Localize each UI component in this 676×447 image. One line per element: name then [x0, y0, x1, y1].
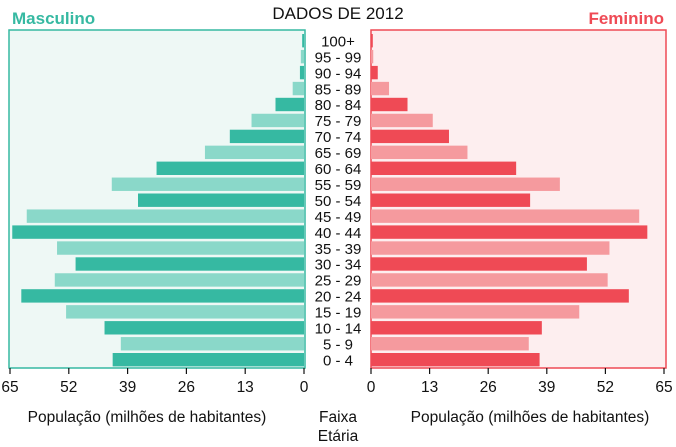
female-tick-label: 0 [367, 379, 376, 396]
male-bar-0-4 [112, 353, 304, 367]
male-bar-30-34 [75, 257, 304, 271]
female-bar-30-34 [371, 257, 587, 271]
male-tick-label: 65 [1, 379, 18, 396]
age-group-label: 20 - 24 [315, 289, 362, 306]
female-bar-60-64 [371, 161, 517, 175]
male-bar-60-64 [156, 161, 304, 175]
age-group-label: 60 - 64 [315, 161, 362, 178]
female-bar-80-84 [371, 97, 408, 112]
female-bar-65-69 [371, 145, 468, 160]
male-bar-15-19 [66, 305, 304, 319]
female-bar-40-44 [371, 225, 648, 239]
age-group-label: 90 - 94 [315, 65, 362, 82]
male-bar-45-49 [26, 209, 305, 223]
female-tick-label: 13 [421, 379, 438, 396]
female-bar-5-9 [371, 337, 529, 351]
female-bar-20-24 [371, 289, 629, 303]
female-bar-55-59 [371, 177, 560, 191]
center-axis-title-line1: Faixa [319, 409, 357, 426]
age-group-label: 40 - 44 [315, 225, 362, 242]
female-bar-70-74 [371, 129, 449, 144]
male-axis-title: População (milhões de habitantes) [28, 409, 267, 426]
female-bar-15-19 [371, 305, 580, 319]
male-tick-label: 52 [60, 379, 77, 396]
female-bar-85-89 [371, 81, 390, 96]
male-axis-ticks: 0 13 26 39 52 65 [1, 368, 309, 396]
female-bar-100plus [371, 34, 373, 48]
female-tick-label: 26 [480, 379, 497, 396]
male-bar-75-79 [251, 113, 304, 128]
female-bar-75-79 [371, 113, 433, 128]
male-bar-100plus [302, 34, 304, 48]
male-bar-50-54 [138, 193, 304, 207]
male-bar-70-74 [229, 129, 304, 144]
age-group-label: 95 - 99 [315, 49, 362, 66]
male-bar-25-29 [54, 273, 304, 287]
female-bar-95-99 [371, 49, 374, 64]
male-bar-35-39 [57, 241, 304, 255]
age-group-label: 85 - 89 [315, 81, 362, 98]
age-group-label: 50 - 54 [315, 193, 362, 210]
age-group-label: 65 - 69 [315, 145, 362, 162]
female-label: Feminino [588, 9, 664, 28]
male-bar-55-59 [111, 177, 305, 191]
male-label: Masculino [12, 9, 95, 28]
age-group-label: 70 - 74 [315, 129, 362, 146]
male-bar-5-9 [120, 337, 304, 351]
female-tick-label: 52 [597, 379, 614, 396]
age-group-label: 5 - 9 [323, 336, 353, 353]
male-tick-label: 39 [119, 379, 136, 396]
age-group-label: 100+ [321, 33, 355, 50]
male-bar-20-24 [21, 289, 305, 303]
male-bar-80-84 [275, 97, 304, 112]
female-bar-25-29 [371, 273, 608, 287]
chart-title: DADOS DE 2012 [272, 4, 403, 23]
male-bar-95-99 [300, 49, 304, 64]
male-bars [12, 34, 305, 367]
age-group-label: 30 - 34 [315, 257, 362, 274]
female-tick-label: 65 [655, 379, 672, 396]
age-group-label: 55 - 59 [315, 177, 362, 194]
male-tick-label: 26 [178, 379, 195, 396]
male-bar-85-89 [292, 81, 304, 96]
female-bar-50-54 [371, 193, 531, 207]
male-bar-40-44 [12, 225, 304, 239]
male-tick-label: 0 [300, 379, 309, 396]
female-bar-35-39 [371, 241, 610, 255]
female-axis-title: População (milhões de habitantes) [411, 409, 650, 426]
age-group-label: 75 - 79 [315, 113, 362, 130]
age-group-label: 45 - 49 [315, 209, 362, 226]
age-group-label: 10 - 14 [315, 321, 362, 338]
age-group-label: 35 - 39 [315, 241, 362, 258]
age-group-label: 15 - 19 [315, 305, 362, 322]
female-axis-ticks: 0 13 26 39 52 65 [367, 368, 673, 396]
male-bar-10-14 [104, 321, 304, 335]
male-bar-90-94 [299, 65, 304, 80]
female-bar-10-14 [371, 321, 542, 335]
center-axis-title-line2: Etária [318, 428, 359, 445]
female-tick-label: 39 [538, 379, 555, 396]
female-bar-45-49 [371, 209, 640, 223]
female-bar-0-4 [371, 353, 540, 367]
male-bar-65-69 [204, 145, 304, 160]
age-group-label: 80 - 84 [315, 97, 362, 114]
age-group-label: 0 - 4 [323, 352, 353, 369]
male-tick-label: 13 [237, 379, 254, 396]
female-bars [371, 34, 648, 367]
female-bar-90-94 [371, 65, 378, 80]
age-group-label: 25 - 29 [315, 273, 362, 290]
